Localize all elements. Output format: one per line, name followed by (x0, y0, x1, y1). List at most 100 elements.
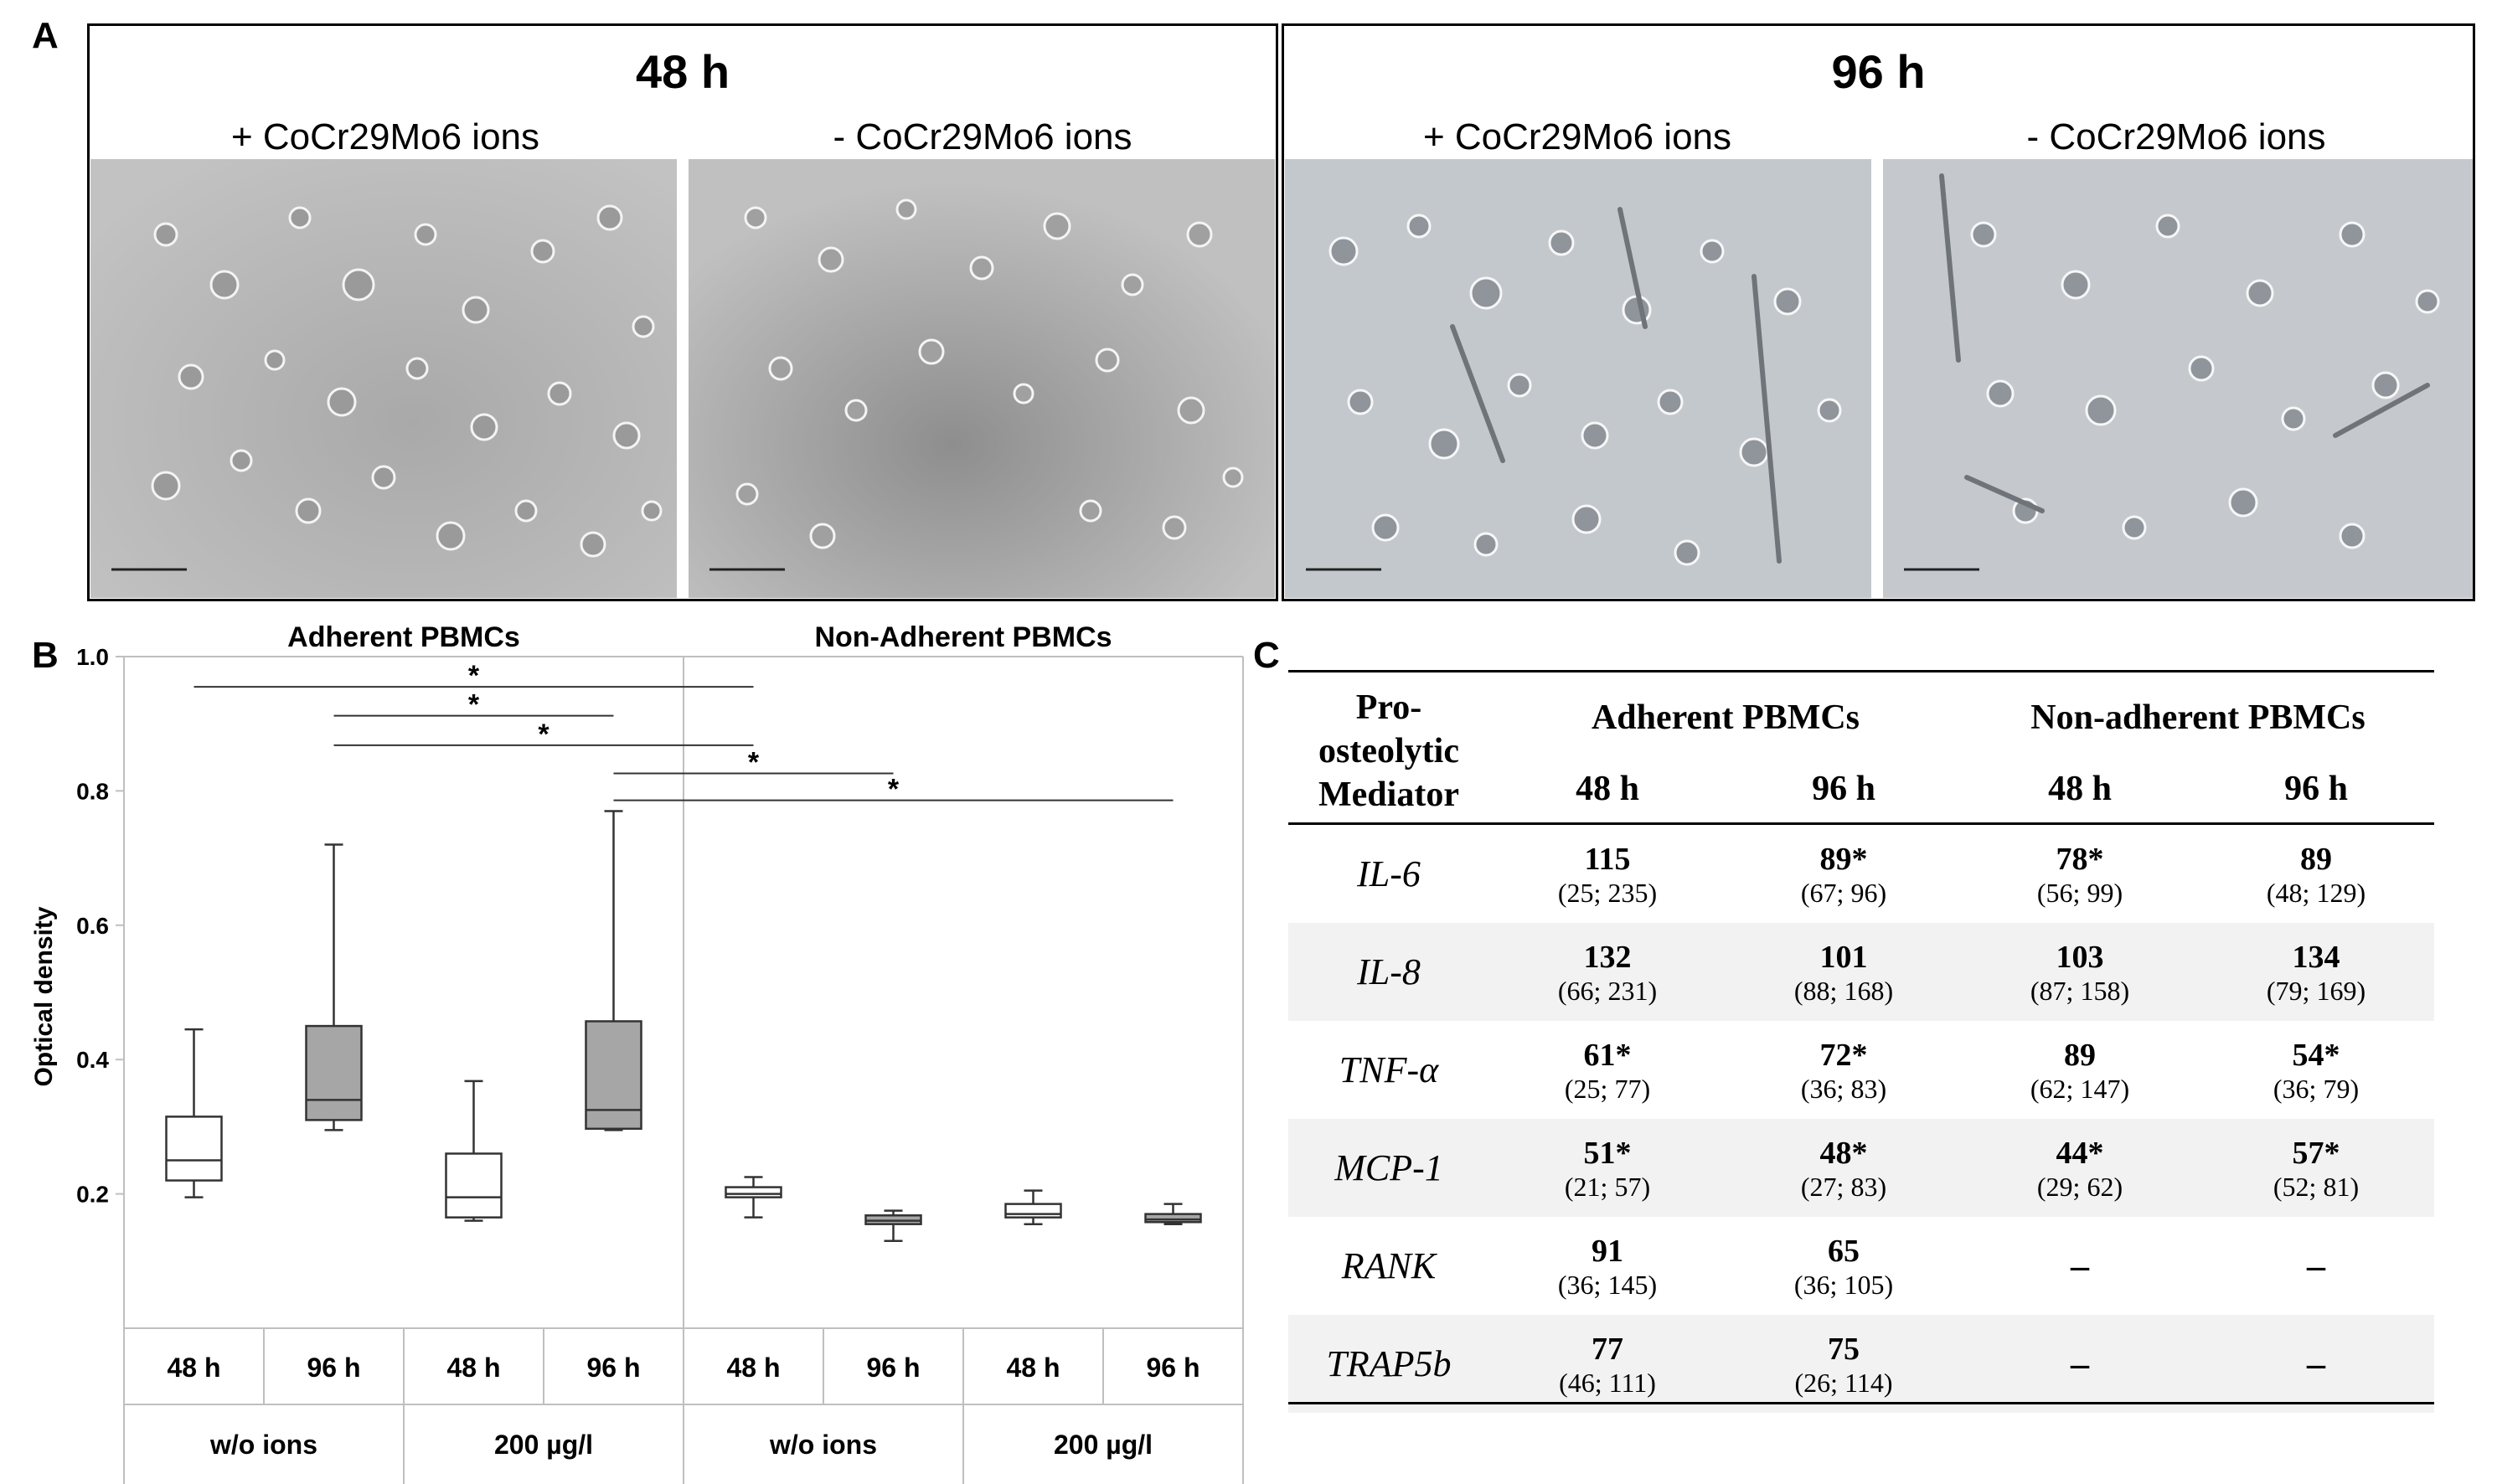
table-cell: 101 (88; 168) (1726, 923, 1962, 1021)
table-cell: – (2198, 1217, 2434, 1315)
cell-interval: (56; 99) (2036, 877, 2123, 908)
header-mediator: Pro- osteolytic Mediator (1288, 680, 1489, 824)
cell-interval: (36; 145) (1557, 1269, 1658, 1300)
header-time: 96 h (1812, 770, 1875, 808)
panel-a-96h-minus-label: - CoCr29Mo6 ions (2026, 116, 2326, 157)
header-mediator-line2: osteolytic (1318, 732, 1459, 770)
table-cell: 54* (36; 79) (2198, 1021, 2434, 1119)
cell-interval: (27; 83) (1800, 1171, 1887, 1202)
optical-density-box-plot: Adherent PBMCs Non-Adherent PBMCs Optica… (30, 621, 1244, 1484)
cell-interval: (52; 81) (2273, 1171, 2360, 1202)
micrograph-48h-plus (90, 159, 677, 598)
header-nonadherent: Non-adherent PBMCs (2030, 698, 2365, 737)
cell-interval: (88; 168) (1793, 975, 1894, 1006)
cell-value: 132 (1583, 939, 1632, 975)
y-tick-label: 1.0 (76, 644, 109, 670)
micrograph-48h-minus (689, 159, 1275, 598)
cell-value: 75 (1828, 1331, 1860, 1367)
cell-interval: (29; 62) (2036, 1171, 2123, 1202)
x-time-label: 96 h (866, 1353, 920, 1383)
micrograph-96h-plus (1285, 159, 1871, 598)
cell-value: 134 (2292, 939, 2340, 975)
table-row: IL-8 132 (66; 231) 101 (88; 168) 103 (87; 158)… (1288, 923, 2434, 1021)
table-cell: 103 (87; 158) (1962, 923, 2198, 1021)
panel-label-c: C (1253, 635, 1280, 676)
cell-value: 89 (2064, 1037, 2096, 1073)
box-plot-1 (165, 1028, 223, 1198)
cell-value: – (2071, 1245, 2089, 1286)
table-bottom-rule (1288, 1402, 2434, 1404)
table-cell: 115 (25; 235) (1489, 824, 1726, 924)
table-cell: 78* (56; 99) (1962, 824, 2198, 924)
header-time: 48 h (1576, 770, 1639, 808)
table-cell: 75 (26; 114) (1726, 1315, 1962, 1413)
box-iqr (445, 1152, 503, 1219)
x-time-label: 96 h (1146, 1353, 1199, 1383)
cell-interval: (87; 158) (2030, 975, 2130, 1006)
x-time-label: 96 h (307, 1353, 360, 1383)
x-time-label: 48 h (1006, 1353, 1060, 1383)
y-axis-label: Optical density (30, 906, 58, 1086)
table-cell: 51* (21; 57) (1489, 1119, 1726, 1217)
cell-value: 44* (2056, 1135, 2104, 1171)
significance-star: * (468, 660, 480, 692)
table-cell: – (1962, 1217, 2198, 1315)
box-plot-5 (725, 1176, 782, 1219)
cell-value: 51* (1583, 1135, 1632, 1171)
box-iqr (585, 1020, 642, 1131)
table-top-rule (1288, 670, 2434, 672)
cell-interval: (62; 147) (2030, 1073, 2130, 1104)
cell-value: 101 (1819, 939, 1868, 975)
box-iqr (165, 1116, 223, 1182)
cell-interval: (21; 57) (1564, 1171, 1651, 1202)
table-cell: – (2198, 1315, 2434, 1413)
table-cell: 72* (36; 83) (1726, 1021, 1962, 1119)
x-time-label: 48 h (167, 1353, 220, 1383)
box-plot-6 (864, 1209, 922, 1242)
cell-interval: (67; 96) (1800, 877, 1887, 908)
cell-interval: (36; 105) (1793, 1269, 1894, 1300)
mediator-table: Pro- osteolytic Mediator Adherent PBMCs … (1288, 680, 2434, 1413)
x-time-label: 48 h (726, 1353, 780, 1383)
box-iqr (1144, 1213, 1202, 1224)
section-title-nonadherent: Non-Adherent PBMCs (814, 621, 1112, 653)
x-time-label: 48 h (446, 1353, 500, 1383)
cell-value: 65 (1828, 1233, 1860, 1269)
x-condition-label: 200 µg/l (1054, 1430, 1153, 1460)
table-cell: 48* (27; 83) (1726, 1119, 1962, 1217)
box-iqr (1004, 1203, 1062, 1219)
cell-interval: (48; 129) (2266, 877, 2366, 908)
header-time: 48 h (2048, 770, 2112, 808)
cell-value: 48* (1819, 1135, 1868, 1171)
mediator-name: IL-8 (1288, 923, 1489, 1021)
cell-interval: (25; 77) (1564, 1073, 1651, 1104)
panel-a-96h-plus-label: + CoCr29Mo6 ions (1422, 116, 1732, 157)
mediator-name: MCP-1 (1288, 1119, 1489, 1217)
y-tick-label: 0.8 (76, 778, 109, 804)
cell-value: 89* (1819, 841, 1868, 877)
cell-value: 77 (1592, 1331, 1623, 1367)
section-title-adherent: Adherent PBMCs (287, 621, 520, 653)
table-cell: 77 (46; 111) (1489, 1315, 1726, 1413)
cell-value: 61* (1583, 1037, 1632, 1073)
y-tick-label: 0.4 (76, 1047, 109, 1073)
panel-a-96h-title: 96 h (1831, 45, 1926, 98)
cell-value: 91 (1592, 1233, 1623, 1269)
cell-value: 78* (2056, 841, 2104, 877)
significance-star: * (538, 719, 549, 750)
x-condition-label: w/o ions (209, 1430, 317, 1460)
significance-star: * (468, 689, 480, 721)
cell-value: – (2307, 1245, 2325, 1286)
x-time-label: 96 h (586, 1353, 640, 1383)
significance-star: * (748, 747, 760, 779)
box-plot-4 (585, 810, 642, 1131)
table-row: RANK 91 (36; 145) 65 (36; 105) – – (1288, 1217, 2434, 1315)
cell-interval: (79; 169) (2266, 975, 2366, 1006)
cell-value: 89 (2300, 841, 2332, 877)
table-cell: – (1962, 1315, 2198, 1413)
panel-label-a: A (32, 15, 59, 56)
cell-value: – (2071, 1343, 2089, 1384)
cell-interval: (26; 114) (1794, 1367, 1893, 1398)
cell-value: – (2307, 1343, 2325, 1384)
cell-value: 54* (2292, 1037, 2340, 1073)
